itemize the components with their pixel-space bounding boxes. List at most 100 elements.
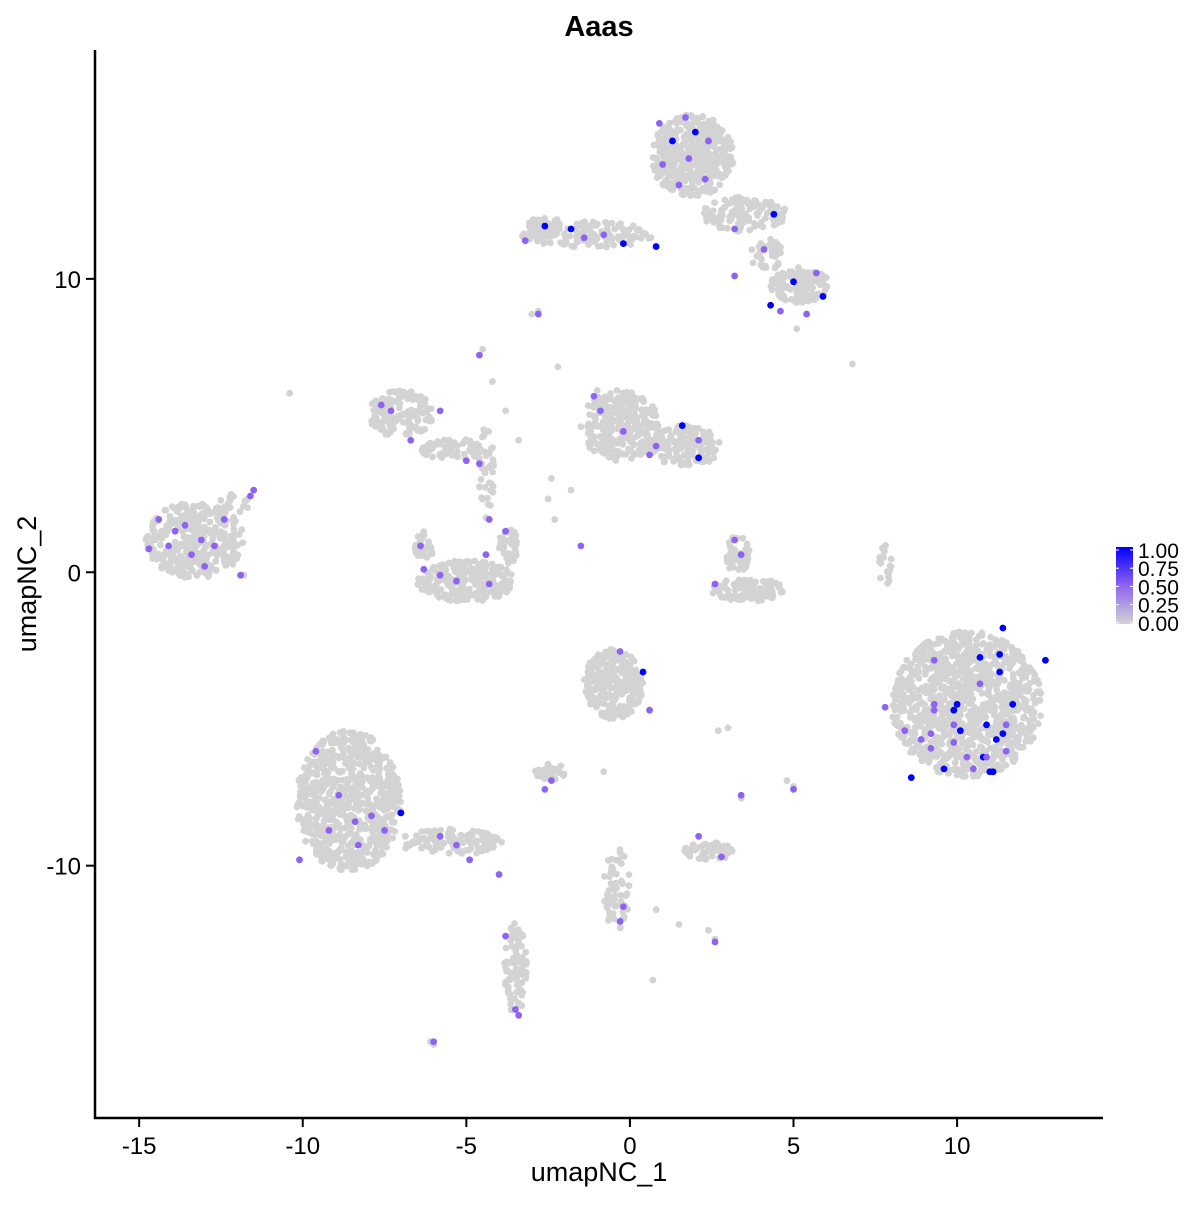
cell-point xyxy=(448,452,456,459)
cell-point xyxy=(462,558,469,566)
cell-point xyxy=(174,546,182,554)
cell-point xyxy=(505,989,512,997)
cell-point xyxy=(647,444,654,452)
cell-point xyxy=(599,418,607,426)
cell-point xyxy=(623,709,631,717)
cell-point xyxy=(482,564,489,571)
cell-point xyxy=(926,724,933,731)
cell-point xyxy=(802,287,809,295)
cell-point xyxy=(541,215,548,222)
y-tick-label: 0 xyxy=(68,560,81,587)
legend-tick-label: 0.75 xyxy=(1138,558,1179,581)
cell-point xyxy=(962,686,970,694)
cell-point xyxy=(970,726,978,734)
cell-point xyxy=(985,727,993,735)
cell-point xyxy=(965,640,972,648)
cell-point xyxy=(1015,690,1022,698)
cell-point xyxy=(744,555,752,563)
cell-point xyxy=(580,676,588,683)
cell-point xyxy=(388,788,396,796)
cell-point xyxy=(925,640,933,648)
cell-point xyxy=(465,846,472,854)
expressed-cell-point xyxy=(770,210,778,218)
cell-point xyxy=(954,690,961,698)
cell-point xyxy=(913,672,921,680)
cell-point xyxy=(983,662,991,670)
cell-point xyxy=(327,753,335,761)
expressed-cell-point xyxy=(600,231,608,239)
cell-point xyxy=(192,525,200,533)
cell-point xyxy=(473,576,480,583)
cell-point xyxy=(508,942,516,950)
cell-point xyxy=(220,548,228,555)
cell-point xyxy=(668,172,676,180)
cell-point xyxy=(490,843,497,850)
cell-point xyxy=(561,230,568,238)
cell-point xyxy=(464,831,472,839)
cell-point xyxy=(444,830,452,837)
cell-point xyxy=(200,501,208,509)
cell-point xyxy=(934,768,942,775)
cell-point xyxy=(375,828,383,835)
cell-point xyxy=(486,479,493,487)
cell-point xyxy=(665,426,673,433)
cell-point xyxy=(475,454,482,462)
cell-point xyxy=(678,141,686,149)
cell-point xyxy=(900,683,908,691)
cell-point xyxy=(473,566,481,574)
cell-point xyxy=(718,127,726,134)
cell-point xyxy=(750,203,758,211)
expressed-cell-point xyxy=(685,155,693,162)
cell-point xyxy=(893,713,901,721)
cell-point xyxy=(671,445,679,453)
cell-point xyxy=(601,873,608,880)
cell-point xyxy=(642,406,650,413)
cell-point xyxy=(976,660,983,668)
cell-point xyxy=(724,586,732,594)
cell-point xyxy=(607,880,615,887)
cell-point xyxy=(485,450,493,457)
cell-point xyxy=(945,749,953,757)
cell-point xyxy=(777,249,784,257)
cell-point xyxy=(692,425,699,432)
cell-point xyxy=(969,695,977,703)
cell-point xyxy=(971,673,979,681)
cell-point xyxy=(795,264,802,272)
cell-point xyxy=(652,154,660,162)
cell-point xyxy=(489,444,496,451)
cell-point xyxy=(370,851,377,859)
cell-point xyxy=(296,793,304,800)
cell-point xyxy=(630,440,638,448)
cell-point xyxy=(657,428,665,436)
cell-point xyxy=(951,674,959,682)
cell-point xyxy=(422,443,430,450)
cell-point xyxy=(1015,733,1022,741)
x-tick-label: 0 xyxy=(623,1133,636,1160)
cell-point xyxy=(698,842,706,850)
cell-point xyxy=(793,298,801,306)
expressed-cell-point xyxy=(767,301,774,309)
expressed-cell-point xyxy=(485,516,493,523)
cell-point xyxy=(709,207,717,215)
cell-point xyxy=(774,261,782,268)
cell-point xyxy=(235,530,243,538)
expressed-cell-point xyxy=(639,668,647,676)
expressed-cell-point xyxy=(927,744,935,752)
cell-point xyxy=(1031,675,1038,683)
cell-point xyxy=(480,466,487,474)
cell-point xyxy=(325,790,333,798)
cell-point xyxy=(975,711,983,718)
expressed-cell-point xyxy=(1009,700,1017,708)
cell-point xyxy=(962,773,969,780)
expressed-cell-point xyxy=(436,407,444,415)
expressed-cell-point xyxy=(502,527,509,535)
cell-point xyxy=(396,388,404,396)
cell-point xyxy=(547,474,555,482)
cell-point xyxy=(1037,712,1044,720)
expressed-cell-point xyxy=(541,222,549,230)
cell-point xyxy=(597,397,605,404)
cell-point xyxy=(629,696,637,704)
colorbar xyxy=(1116,547,1133,624)
cell-point xyxy=(714,727,722,735)
cell-point xyxy=(339,745,347,753)
